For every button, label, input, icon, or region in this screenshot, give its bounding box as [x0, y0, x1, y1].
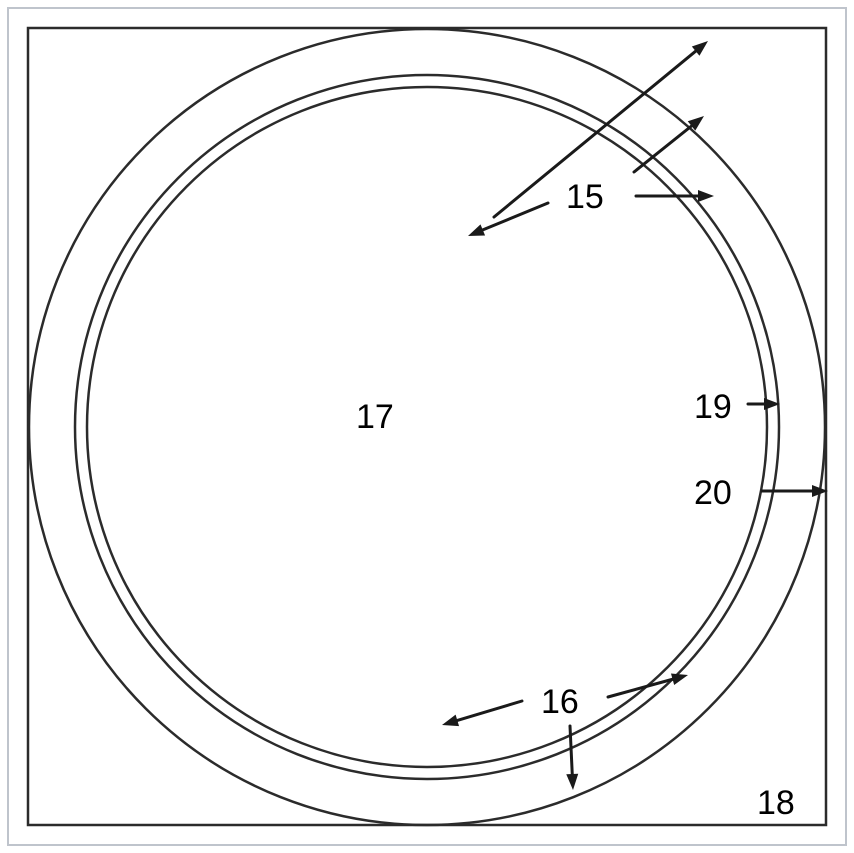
diagram-stage: 15 16 17 18 19 20	[0, 0, 854, 853]
label-16: 16	[541, 683, 579, 722]
label-20: 20	[694, 474, 732, 513]
label-15: 15	[566, 178, 604, 217]
label-19: 19	[694, 388, 732, 427]
label-17: 17	[356, 398, 394, 437]
label-18: 18	[757, 784, 795, 823]
